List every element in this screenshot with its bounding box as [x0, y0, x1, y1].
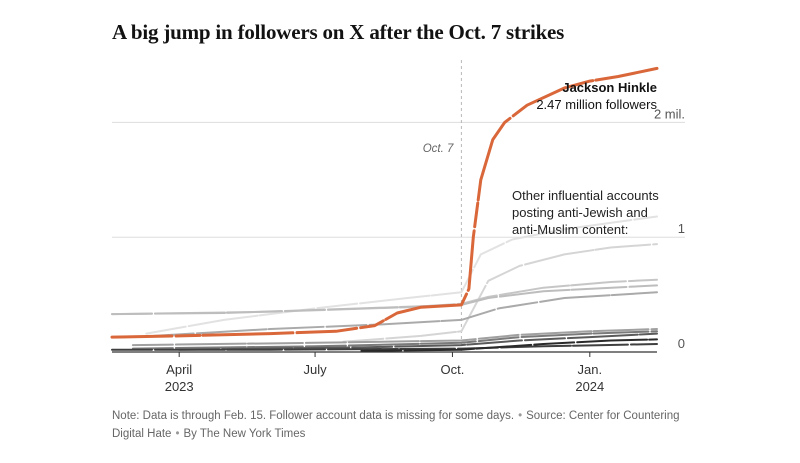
series-line-other-account: [131, 328, 658, 347]
x-tick-label-month: July: [304, 362, 328, 377]
x-tick-label-month: Oct.: [441, 362, 465, 377]
chart-title: A big jump in followers on X after the O…: [112, 20, 565, 44]
separator-dot: •: [175, 428, 180, 440]
source-note: Source: Center for Countering Digital Ha…: [112, 410, 680, 440]
series-line-other-account: [342, 243, 658, 343]
y-tick-label: 2 mil.: [654, 106, 685, 121]
x-tick-label-year: 2023: [165, 379, 194, 394]
others-annotation-line: anti-Muslim content:: [512, 222, 628, 237]
event-label: Oct. 7: [423, 143, 454, 155]
series-line-other-account: [178, 332, 658, 351]
highlight-name-label: Jackson Hinkle: [562, 80, 657, 95]
highlight-value-label: 2.47 million followers: [536, 97, 657, 112]
data-note: Note: Data is through Feb. 15. Follower …: [112, 410, 515, 422]
annotations: Jackson Hinkle 2.47 million followers Othe…: [512, 80, 659, 237]
footnote: Note: Data is through Feb. 15. Follower …: [112, 407, 712, 443]
series-line-other-account: [152, 291, 658, 337]
x-axis: April 2023 July Oct. Jan. 2024: [112, 351, 657, 394]
separator-dot: •: [518, 410, 523, 422]
series-line-other-account: [145, 215, 658, 335]
others-annotation-line: Other influential accounts: [512, 188, 659, 203]
y-tick-label: 0: [678, 336, 685, 351]
event-marker: Oct. 7: [423, 60, 462, 352]
credit-note: By The New York Times: [183, 428, 306, 440]
series-line-other-account: [111, 343, 658, 351]
y-tick-label: 1: [678, 221, 685, 236]
series-line-other-account: [360, 338, 658, 352]
x-tick-label-month: April: [166, 362, 192, 377]
x-tick-label-month: Jan.: [578, 362, 603, 377]
series-line-jackson-hinkle: [110, 66, 659, 339]
gridlines: 0 1 2 mil.: [112, 106, 685, 351]
series-lines: [110, 66, 659, 352]
others-annotation-line: posting anti-Jewish and: [512, 205, 648, 220]
x-tick-label-year: 2024: [575, 379, 604, 394]
series-line-other-account: [131, 330, 658, 350]
